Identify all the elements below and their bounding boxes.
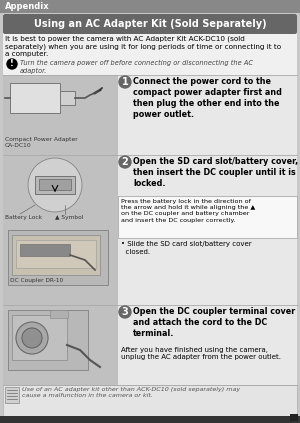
Circle shape	[119, 76, 131, 88]
Bar	[5, 387, 19, 403]
Circle shape	[119, 156, 131, 168]
Bar	[12, 315, 67, 360]
Circle shape	[7, 59, 17, 69]
Bar	[8, 310, 88, 370]
Circle shape	[16, 322, 48, 354]
Circle shape	[22, 328, 42, 348]
Bar	[290, 414, 298, 421]
Bar	[8, 230, 108, 285]
Bar	[3, 75, 118, 155]
Bar	[35, 176, 75, 194]
Bar	[0, 0, 300, 13]
Text: Using an AC Adapter Kit (Sold Separately): Using an AC Adapter Kit (Sold Separately…	[34, 19, 266, 29]
Text: Compact Power Adapter
CA-DC10: Compact Power Adapter CA-DC10	[5, 137, 78, 148]
Bar	[10, 83, 60, 113]
Text: 1: 1	[122, 77, 128, 87]
Bar	[118, 155, 297, 305]
Circle shape	[119, 306, 131, 318]
Bar	[20, 244, 70, 256]
Bar	[118, 75, 297, 155]
FancyBboxPatch shape	[118, 196, 297, 238]
Text: It is best to power the camera with AC Adapter Kit ACK-DC10 (sold
separately) wh: It is best to power the camera with AC A…	[5, 35, 281, 57]
Text: After you have finished using the camera,
unplug the AC adapter from the power o: After you have finished using the camera…	[121, 347, 281, 360]
Bar	[3, 305, 118, 385]
Text: Battery Lock: Battery Lock	[5, 215, 42, 220]
Bar	[39, 179, 71, 190]
Text: Appendix: Appendix	[5, 2, 50, 11]
Text: !: !	[10, 60, 14, 69]
Text: DC Coupler DR-10: DC Coupler DR-10	[10, 278, 63, 283]
FancyBboxPatch shape	[3, 14, 297, 34]
Bar	[118, 305, 297, 385]
Text: 3: 3	[122, 307, 128, 317]
Bar	[3, 385, 297, 417]
Text: 2: 2	[122, 157, 128, 167]
Bar	[0, 416, 300, 423]
Text: Use of an AC adapter kit other than ACK-DC10 (sold separately) may
cause a malfu: Use of an AC adapter kit other than ACK-…	[22, 387, 240, 398]
Text: Open the SD card slot/battery cover,
then insert the DC coupler until it is
lock: Open the SD card slot/battery cover, the…	[133, 157, 298, 188]
Text: Open the DC coupler terminal cover
and attach the cord to the DC
terminal.: Open the DC coupler terminal cover and a…	[133, 307, 295, 338]
Text: Press the battery lock in the direction of
the arrow and hold it while aligning : Press the battery lock in the direction …	[121, 199, 255, 222]
Text: • Slide the SD card slot/battery cover
  closed.: • Slide the SD card slot/battery cover c…	[121, 241, 252, 255]
Bar	[60, 91, 75, 105]
Text: ▲ Symbol: ▲ Symbol	[55, 215, 83, 220]
Bar	[50, 310, 68, 318]
Text: Connect the power cord to the
compact power adapter first and
then plug the othe: Connect the power cord to the compact po…	[133, 77, 282, 119]
Bar	[16, 240, 96, 268]
Circle shape	[28, 158, 82, 212]
Bar	[12, 235, 100, 275]
Bar	[3, 155, 118, 305]
Text: Turn the camera power off before connecting or disconnecting the AC
adaptor.: Turn the camera power off before connect…	[20, 60, 253, 74]
